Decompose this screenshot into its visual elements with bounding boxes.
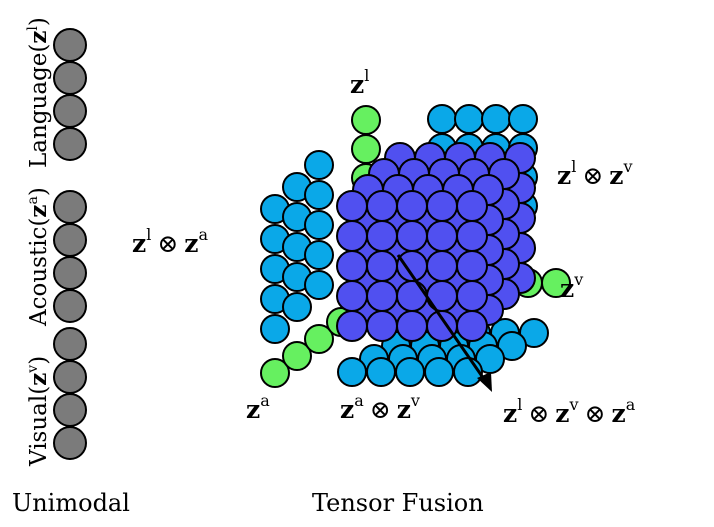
cube-node	[366, 310, 398, 342]
za-node	[260, 358, 290, 388]
za-node	[282, 341, 312, 371]
cube-node	[456, 220, 488, 252]
cube-node	[426, 280, 458, 312]
visual-node	[53, 393, 87, 427]
la-node	[304, 150, 334, 180]
cube-node	[336, 220, 368, 252]
language-node-stack	[53, 28, 87, 161]
cube-node	[336, 310, 368, 342]
language-acoustic-plane	[260, 150, 334, 344]
cube-node	[426, 250, 458, 282]
cube-node	[366, 280, 398, 312]
cube-node	[396, 310, 428, 342]
language-node	[53, 28, 87, 62]
lv-node	[481, 104, 511, 134]
trimodal-arrow	[396, 254, 492, 392]
zv-node	[541, 268, 571, 298]
av-node	[395, 357, 425, 387]
cube-node	[456, 250, 488, 282]
av-node	[366, 357, 396, 387]
cube-node	[366, 220, 398, 252]
acoustic-node	[53, 223, 87, 257]
language-node	[53, 61, 87, 95]
la-node	[304, 270, 334, 300]
za-otimes-zv-label: za ⊗ zv	[340, 391, 420, 424]
la-node	[304, 240, 334, 270]
acoustic-node	[53, 256, 87, 290]
za-node	[304, 324, 334, 354]
tensor-fusion-caption: Tensor Fusion	[312, 489, 484, 517]
visual-node	[53, 426, 87, 460]
language-node	[53, 127, 87, 161]
zl-node	[351, 134, 381, 164]
cube-node	[336, 280, 368, 312]
zl-label: zl	[350, 66, 369, 99]
la-node	[260, 314, 290, 344]
zl-node	[351, 105, 381, 135]
tensor-fusion-structure: zl zl ⊗ zv zl ⊗ za zv za za ⊗ zv zl ⊗ zv ⊗ za Tens…	[132, 66, 636, 517]
zv-label: zv	[560, 270, 583, 303]
visual-node	[53, 360, 87, 394]
acoustic-node	[53, 289, 87, 323]
cube-node	[456, 310, 488, 342]
cube-node	[366, 190, 398, 222]
acoustic-node-stack	[53, 190, 87, 323]
cube-node	[456, 280, 488, 312]
acoustic-label: Acoustic(za)	[25, 187, 52, 327]
zl-otimes-zv-otimes-za-label: zl ⊗ zv ⊗ za	[503, 395, 636, 428]
cube-node	[336, 190, 368, 222]
visual-node-stack	[53, 327, 87, 460]
la-node	[304, 180, 334, 210]
cube-node	[456, 190, 488, 222]
acoustic-node	[53, 190, 87, 224]
trimodal-tensor-cube	[336, 142, 536, 342]
unimodal-column: Language(zl) Acoustic(za) Visual(zv) Uni…	[12, 17, 130, 517]
cube-node	[396, 190, 428, 222]
cube-node	[366, 250, 398, 282]
cube-node	[426, 190, 458, 222]
lv-node	[454, 104, 484, 134]
la-node	[304, 210, 334, 240]
av-node	[497, 331, 527, 361]
la-node	[282, 292, 312, 322]
cube-node	[396, 220, 428, 252]
cube-node	[336, 250, 368, 282]
language-node	[53, 94, 87, 128]
av-node	[337, 357, 367, 387]
cube-node	[426, 310, 458, 342]
cube-node	[396, 280, 428, 312]
lv-node	[427, 104, 457, 134]
language-label: Language(zl)	[25, 17, 52, 168]
av-node	[519, 318, 549, 348]
av-node	[424, 357, 454, 387]
visual-label: Visual(zv)	[25, 356, 52, 467]
lv-node	[508, 104, 538, 134]
za-label: za	[246, 391, 270, 424]
unimodal-caption: Unimodal	[12, 489, 130, 517]
zl-otimes-zv-label: zl ⊗ zv	[557, 157, 633, 190]
cube-node	[426, 220, 458, 252]
visual-node	[53, 327, 87, 361]
zl-otimes-za-label: zl ⊗ za	[132, 225, 208, 258]
